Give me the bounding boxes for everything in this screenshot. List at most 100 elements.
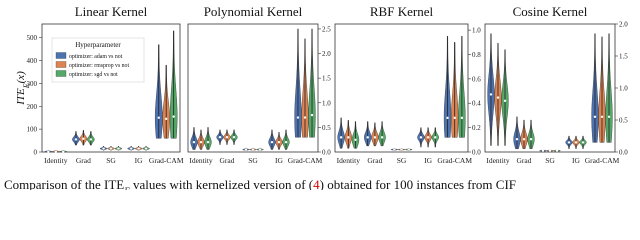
median-dot <box>380 136 384 139</box>
median-dot <box>522 138 526 141</box>
panel-title: Polynomial Kernel <box>204 4 303 19</box>
median-dot <box>157 116 160 119</box>
y-tick-label: 100 <box>27 126 38 134</box>
x-tick-label: Grad-CAM <box>585 156 620 165</box>
x-tick-label: SG <box>248 156 258 165</box>
median-dot <box>225 136 229 139</box>
legend-label: optimizer: rmsprop vs not <box>69 63 129 69</box>
median-dot <box>419 136 423 139</box>
x-tick-label: IG <box>572 156 580 165</box>
y-tick-label: 1.0 <box>472 27 481 35</box>
y-axis-label-part: (x) <box>15 71 27 84</box>
median-dot <box>489 93 493 96</box>
x-tick-label: SG <box>545 156 555 165</box>
y-tick-label: 2.5 <box>322 25 331 33</box>
median-dot <box>426 136 430 139</box>
median-dot <box>446 116 449 120</box>
x-tick-label: Grad-CAM <box>437 156 472 165</box>
median-dot <box>192 140 196 144</box>
median-dot <box>62 150 65 153</box>
median-dot <box>548 149 552 152</box>
x-tick-label: Grad <box>517 156 532 165</box>
y-tick-label: 0.8 <box>472 51 481 59</box>
median-dot <box>303 116 307 119</box>
y-tick-label: 0.2 <box>472 124 481 132</box>
median-dot <box>354 138 357 142</box>
median-dot <box>347 136 350 139</box>
median-dot <box>232 136 236 139</box>
median-dot <box>607 115 611 119</box>
median-dot <box>407 148 410 151</box>
x-tick-label: Grad <box>76 156 91 165</box>
plot-frame <box>334 23 469 153</box>
median-dot <box>47 150 50 153</box>
y-axis-label: ITEE(x) <box>15 71 31 106</box>
median-dot <box>137 147 140 150</box>
median-dot <box>74 138 78 141</box>
median-dot <box>373 136 377 139</box>
median-dot <box>251 148 255 151</box>
median-dot <box>117 147 120 150</box>
caption-part: E <box>123 186 130 190</box>
y-axis-label-part: E <box>22 83 31 89</box>
median-dot <box>244 148 248 151</box>
median-dot <box>109 147 113 150</box>
median-dot <box>434 136 437 139</box>
legend-label: optimizer: adam vs not <box>69 54 123 60</box>
y-tick-label: 1.5 <box>619 53 628 61</box>
page: Linear Kernel 0 100 200 300 400 500 ITEE(x) Iden… <box>4 4 629 190</box>
x-tick-label: SG <box>106 156 116 165</box>
median-dot <box>393 148 396 151</box>
y-tick-label: 0.5 <box>322 124 331 132</box>
x-tick-label: Identity <box>337 156 361 165</box>
x-tick-label: SG <box>397 156 407 165</box>
median-dot <box>144 147 148 150</box>
x-tick-label: Identity <box>44 156 68 165</box>
median-dot <box>567 141 571 144</box>
median-dot <box>460 116 464 120</box>
x-tick-label: Grad-CAM <box>288 156 323 165</box>
caption-part: values with kernelized version of ( <box>130 177 313 190</box>
figure: Linear Kernel0100200300400500ITEE(x)Iden… <box>4 4 628 190</box>
y-tick-label: 0.0 <box>322 149 331 157</box>
caption-part: 4 <box>313 177 320 190</box>
panel-title: RBF Kernel <box>370 4 434 19</box>
plot-frame <box>41 23 181 153</box>
median-dot <box>574 141 578 144</box>
median-dot <box>400 148 403 151</box>
median-dot <box>54 150 57 153</box>
y-tick-label: 0 <box>34 149 38 157</box>
x-tick-label: IG <box>424 156 432 165</box>
median-dot <box>270 140 274 144</box>
y-tick-label: 200 <box>27 103 38 111</box>
median-dot <box>593 115 597 119</box>
legend-swatch <box>55 61 67 68</box>
legend-label: optimizer: sgd vs not <box>69 72 118 78</box>
x-tick-label: Grad <box>220 156 235 165</box>
legend-swatch <box>55 70 67 77</box>
median-dot <box>339 136 343 139</box>
caption-part: Comparison of the ITE <box>4 177 124 190</box>
median-dot <box>165 117 168 121</box>
x-tick-label: Grad-CAM <box>149 156 184 165</box>
median-dot <box>310 113 314 117</box>
x-tick-label: Identity <box>486 156 510 165</box>
y-tick-label: 1.0 <box>322 99 331 107</box>
median-dot <box>102 147 105 150</box>
x-tick-label: IG <box>275 156 283 165</box>
legend-box <box>51 37 145 83</box>
x-tick-label: IG <box>135 156 143 165</box>
median-dot <box>515 138 519 141</box>
median-dot <box>172 115 175 118</box>
y-tick-label: 400 <box>27 57 38 65</box>
panel-title: Linear Kernel <box>75 4 148 19</box>
x-tick-label: Grad <box>367 156 382 165</box>
median-dot <box>129 147 133 150</box>
y-axis-label-part: ITE <box>15 88 27 106</box>
y-tick-label: 500 <box>27 34 38 42</box>
y-tick-label: 1.0 <box>619 85 628 93</box>
median-dot <box>366 136 369 139</box>
median-dot <box>284 140 288 144</box>
y-tick-label: 1.5 <box>322 75 331 83</box>
y-tick-label: 300 <box>27 80 38 88</box>
